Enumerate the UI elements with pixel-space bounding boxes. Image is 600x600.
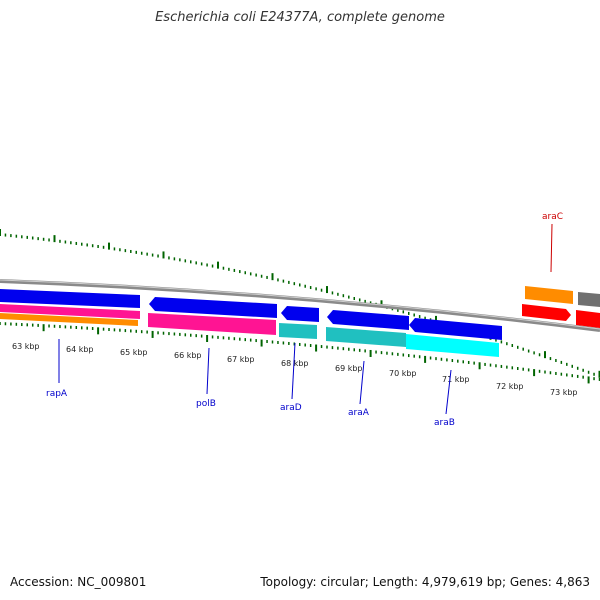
inner-tick-row	[0, 322, 600, 384]
tick-label: 71 kbp	[442, 375, 470, 384]
tick-label: 67 kbp	[227, 355, 255, 364]
tick-label: 72 kbp	[496, 382, 524, 391]
genome-backbone	[0, 279, 600, 332]
gene-label-araC[interactable]: araC	[542, 212, 563, 222]
tick-label: 73 kbp	[550, 388, 578, 397]
tick-label: 64 kbp	[66, 345, 94, 354]
gene-araD-block[interactable]	[281, 306, 319, 322]
tick-labels: 63 kbp 64 kbp 65 kbp 66 kbp 67 kbp 68 kb…	[12, 342, 578, 397]
tick-label: 68 kbp	[281, 359, 309, 368]
gene-label-araA[interactable]: araA	[348, 408, 370, 418]
cds-track	[0, 289, 502, 340]
gene-araC-block[interactable]	[525, 286, 573, 304]
tick-label: 66 kbp	[174, 351, 202, 360]
gene-rapA-block[interactable]	[0, 289, 140, 308]
tick-label: 63 kbp	[12, 342, 40, 351]
gene-araA-block[interactable]	[327, 310, 409, 330]
tick-label: 65 kbp	[120, 348, 148, 357]
gene-label-araB[interactable]: araB	[434, 418, 455, 428]
accession-label: Accession: NC_009801	[10, 575, 147, 589]
gene-polB-block[interactable]	[149, 297, 277, 318]
gene-leaders	[58, 223, 553, 415]
gene-araB-block[interactable]	[409, 318, 502, 340]
product-track	[0, 304, 499, 357]
map-title: Escherichia coli E24377A, complete genom…	[155, 10, 445, 25]
tick-label: 70 kbp	[389, 369, 417, 378]
tick-label: 69 kbp	[335, 364, 363, 373]
gene-labels: rapA polB araD araA araB araC	[46, 212, 563, 428]
gene-label-araD[interactable]: araD	[280, 403, 302, 413]
genome-stats-label: Topology: circular; Length: 4,979,619 bp…	[260, 575, 590, 589]
gene-label-rapA[interactable]: rapA	[46, 389, 68, 399]
reverse-features	[522, 286, 600, 328]
gene-label-polB[interactable]: polB	[196, 399, 216, 409]
